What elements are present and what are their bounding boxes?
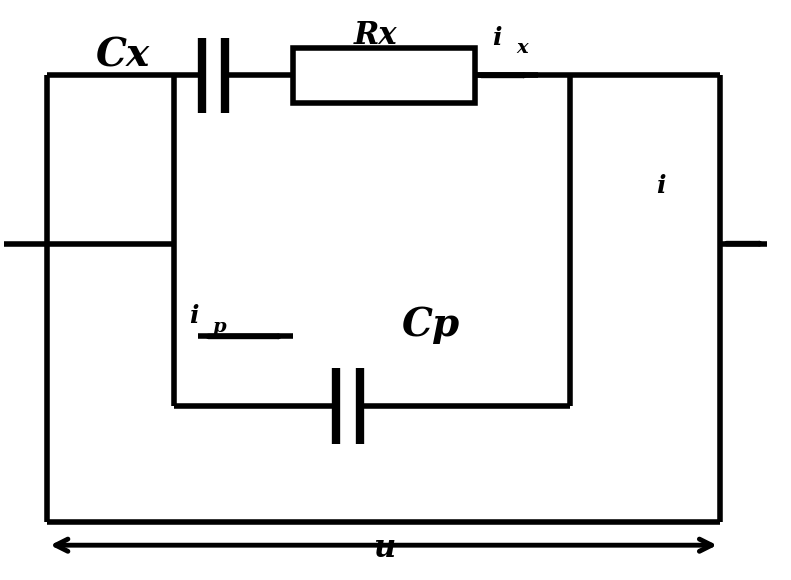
Text: i: i xyxy=(189,304,199,328)
Text: x: x xyxy=(517,39,528,57)
Text: u: u xyxy=(373,532,395,564)
Text: i: i xyxy=(656,173,665,198)
Text: Rx: Rx xyxy=(354,20,397,52)
Text: Cp: Cp xyxy=(402,306,460,344)
Text: Cx: Cx xyxy=(96,36,149,74)
FancyBboxPatch shape xyxy=(293,48,475,103)
Text: p: p xyxy=(212,317,226,336)
Text: i: i xyxy=(492,26,501,50)
